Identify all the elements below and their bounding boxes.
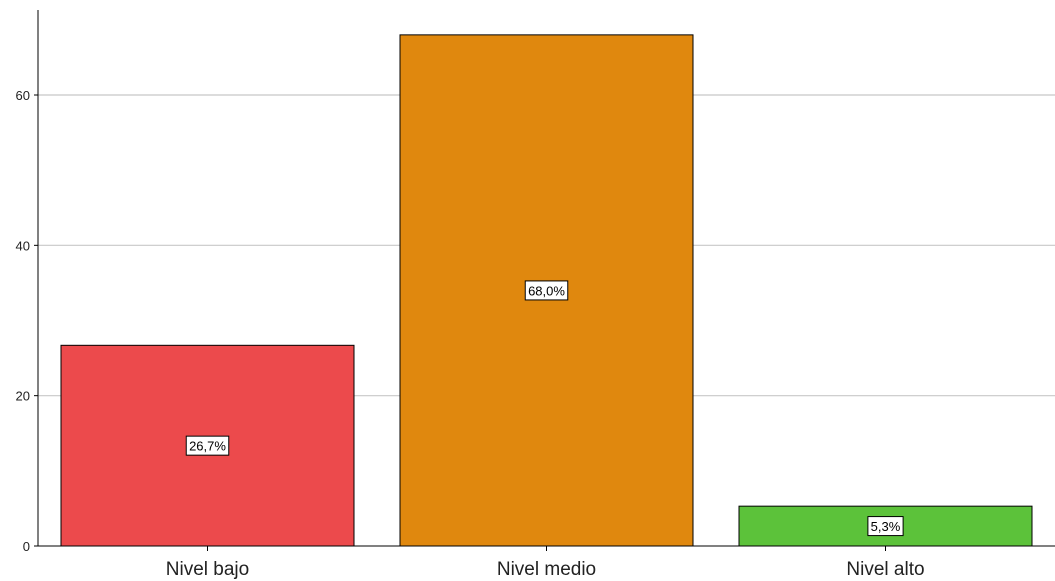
- category-label: Nivel medio: [497, 559, 596, 580]
- category-label: Nivel alto: [846, 559, 924, 580]
- data-label: 5,3%: [871, 519, 901, 534]
- labels: 26,7% Nivel bajo 68,0% Nivel medio 5,3% Nivel…: [166, 280, 925, 580]
- y-tick-label: 20: [16, 389, 30, 404]
- data-label-box: [185, 435, 230, 456]
- y-tick-label: 0: [23, 539, 30, 554]
- data-label: 26,7%: [189, 439, 226, 454]
- y-tick-label: 40: [16, 238, 30, 253]
- data-label-box: [524, 280, 569, 301]
- category-label: Nivel bajo: [166, 559, 249, 580]
- data-label-box: [867, 516, 904, 537]
- data-label: 68,0%: [528, 283, 565, 298]
- y-tick-label: 60: [16, 88, 30, 103]
- y-ticks: 0 20 40 60: [16, 88, 886, 554]
